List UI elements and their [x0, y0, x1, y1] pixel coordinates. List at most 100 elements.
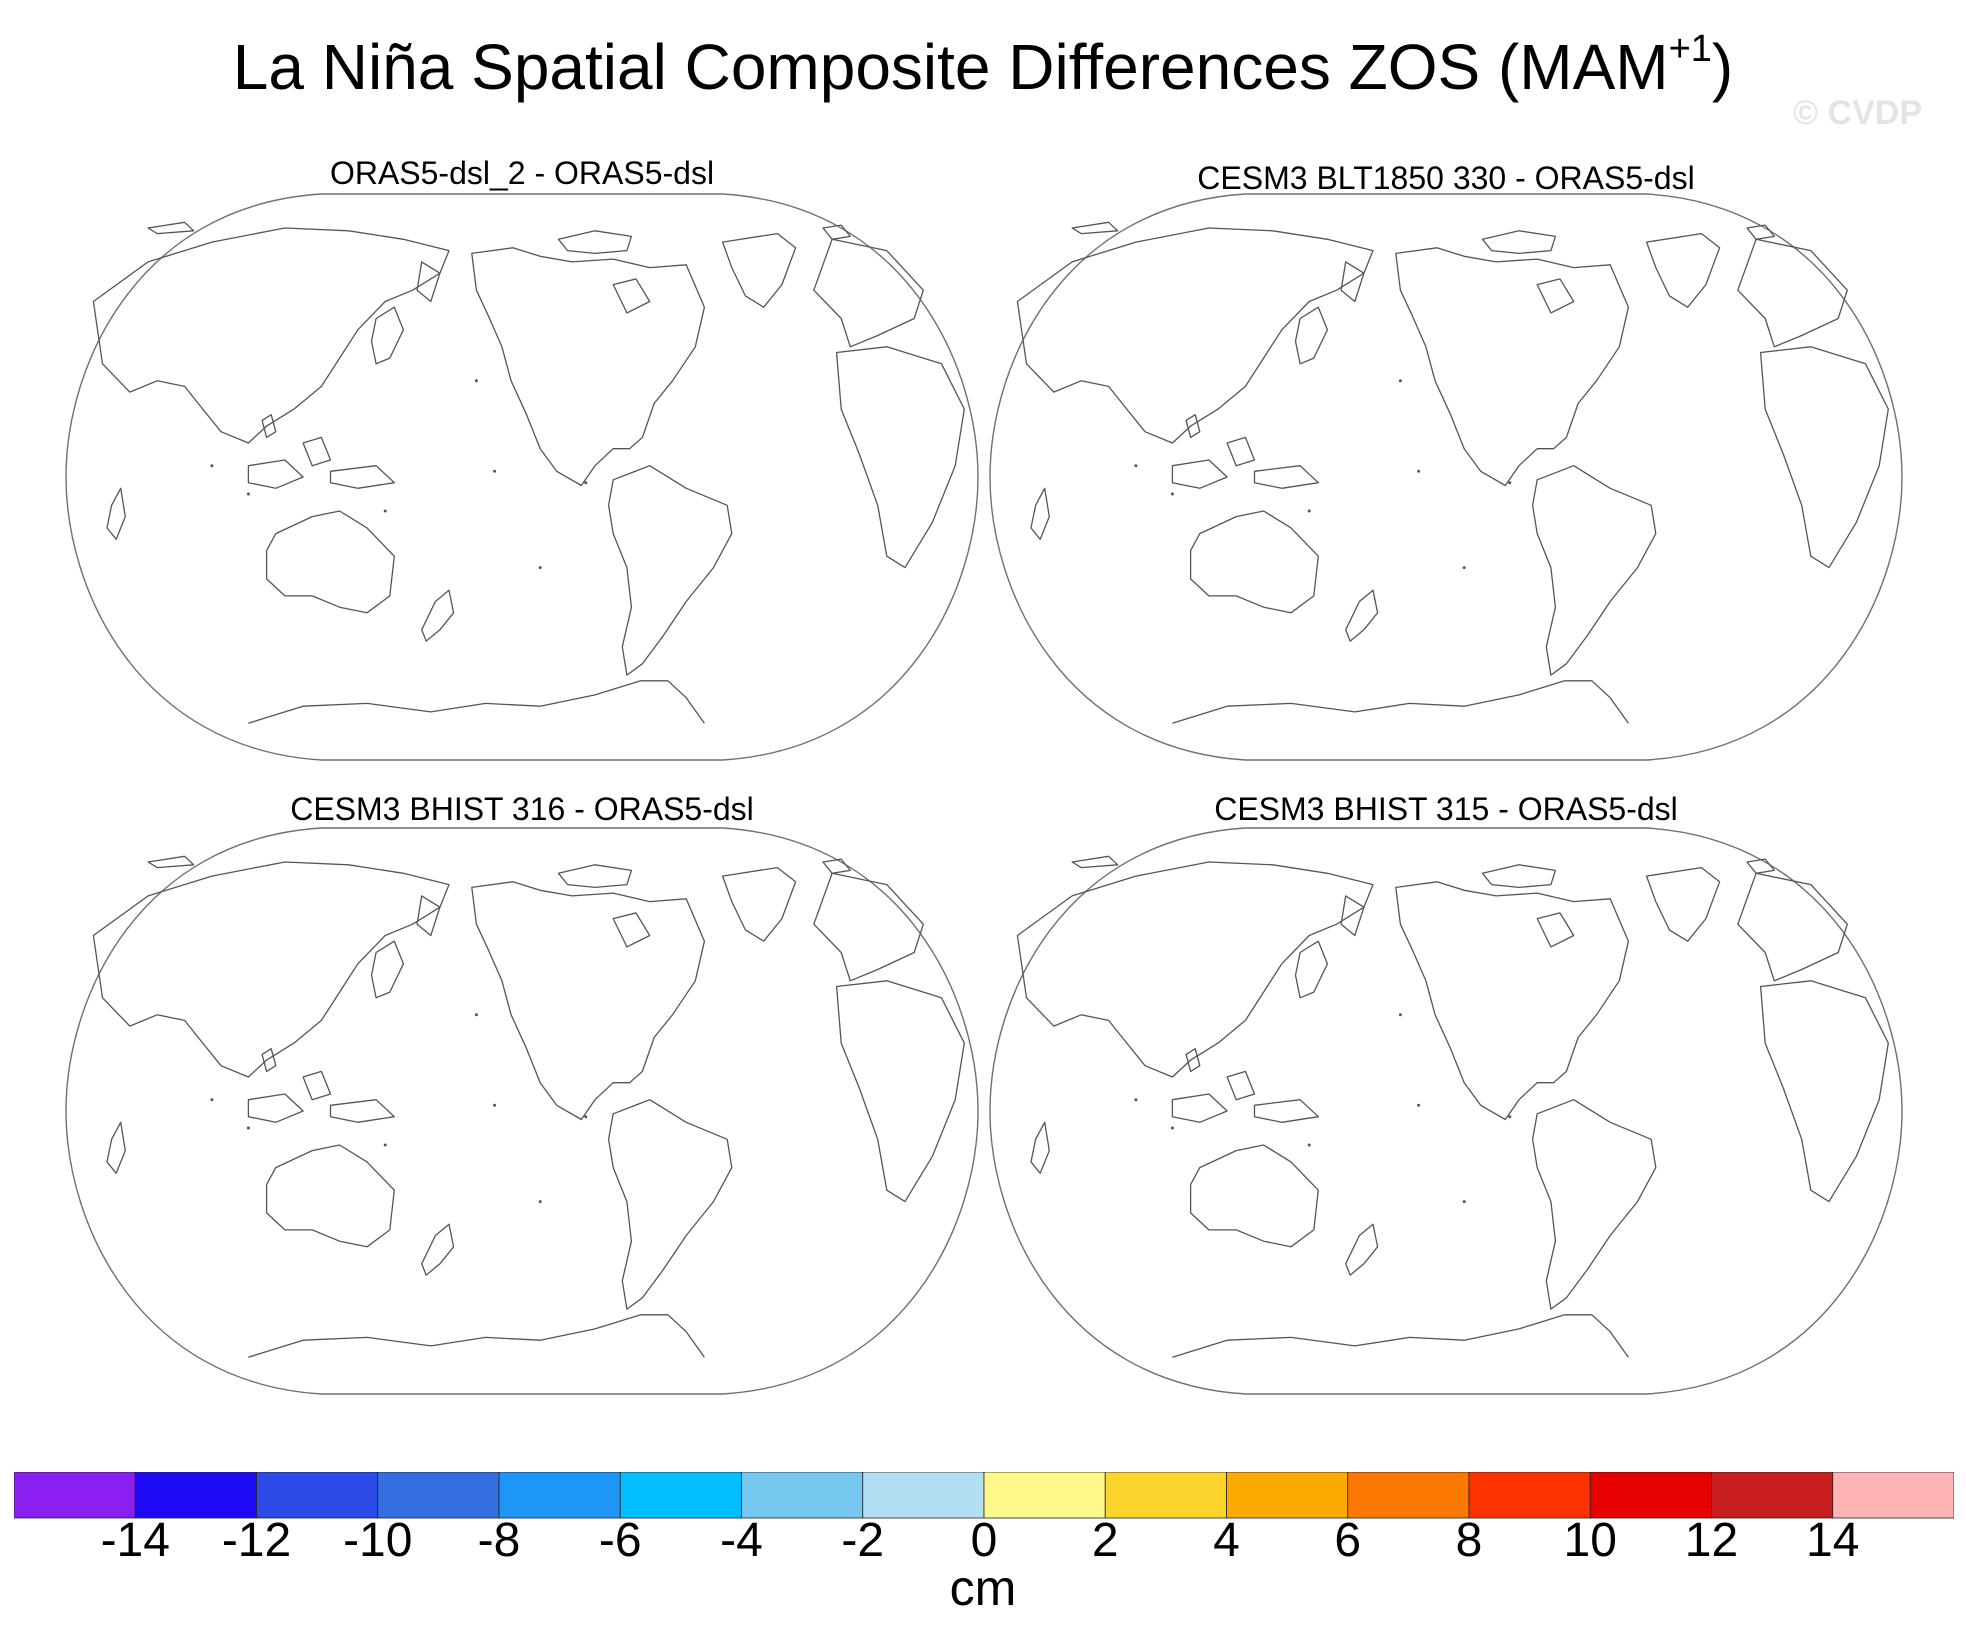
- colorbar-tick-label: -12: [222, 1514, 291, 1558]
- colorbar-tick-label: -6: [599, 1514, 642, 1558]
- island: [1398, 1013, 1402, 1017]
- colorbar-tick-label: 14: [1806, 1514, 1859, 1558]
- colorbar-swatch: [1104, 1472, 1227, 1519]
- coastline: [248, 1314, 705, 1358]
- island: [1462, 1200, 1466, 1204]
- colorbar-unit-label: cm: [949, 1560, 1017, 1616]
- island: [1170, 1126, 1174, 1130]
- colorbar-tick-label: 6: [1334, 1514, 1361, 1558]
- coastline: [1016, 227, 1374, 444]
- coastline: [1531, 465, 1657, 676]
- coastline: [106, 1121, 126, 1174]
- coastline: [822, 858, 851, 874]
- coastline: [1340, 261, 1365, 303]
- coastline: [248, 680, 705, 724]
- island: [1462, 566, 1466, 570]
- colorbar-swatch: [1226, 1472, 1349, 1519]
- island: [1307, 509, 1311, 513]
- coastline: [1071, 221, 1119, 235]
- coastline: [92, 227, 450, 444]
- coastline: [265, 510, 395, 614]
- island: [1398, 379, 1402, 383]
- coastline: [1172, 1314, 1629, 1358]
- colorbar-swatch: [1832, 1472, 1954, 1519]
- coastline: [1746, 224, 1775, 240]
- island: [1417, 469, 1421, 473]
- coastline: [147, 855, 195, 869]
- coastlines: [92, 221, 965, 724]
- coastline: [329, 1099, 395, 1123]
- coastline: [247, 459, 304, 489]
- coastline: [1759, 346, 1889, 569]
- coastline: [721, 866, 797, 942]
- coastline: [835, 980, 965, 1203]
- panel-title: ORAS5-dsl_2 - ORAS5-dsl: [329, 155, 715, 191]
- coastline: [302, 436, 332, 467]
- colorbar-tick-label: 4: [1213, 1514, 1240, 1558]
- coastlines: [1016, 855, 1889, 1358]
- island: [493, 469, 497, 473]
- coastline: [421, 589, 455, 642]
- island: [1508, 1115, 1512, 1119]
- island: [383, 509, 387, 513]
- map-boundary: [65, 827, 979, 1395]
- coastline: [1345, 1223, 1379, 1276]
- coastline: [1226, 1070, 1256, 1101]
- coastline: [370, 940, 405, 999]
- coastline: [607, 1099, 733, 1310]
- island: [474, 379, 478, 383]
- coastline: [557, 230, 633, 255]
- coastline: [1185, 414, 1201, 439]
- colorbar-tick-label: -10: [343, 1514, 412, 1558]
- watermark: © CVDP: [1793, 94, 1922, 132]
- coastline: [1253, 1099, 1319, 1123]
- coastline: [1294, 940, 1329, 999]
- coastline: [1645, 232, 1721, 308]
- coastline: [1536, 278, 1575, 314]
- coastline: [1395, 247, 1630, 487]
- colorbar: -14 -12 -10 -8 -6 -4 -2 0 2 4 6 8 10 12 14: [14, 1472, 1954, 1558]
- coastline: [1185, 1048, 1201, 1073]
- coastline: [1030, 1121, 1050, 1174]
- colorbar-tick-label: 8: [1456, 1514, 1483, 1558]
- island: [210, 464, 214, 468]
- coastline: [1481, 864, 1557, 889]
- coastline: [1171, 1093, 1228, 1123]
- coastline: [607, 465, 733, 676]
- colorbar-swatch: [741, 1472, 864, 1519]
- world-map: [65, 827, 979, 1395]
- coastline: [1759, 980, 1889, 1203]
- colorbar-swatch: [256, 1472, 379, 1519]
- coastline: [1253, 465, 1319, 489]
- colorbar-swatch: [1468, 1472, 1591, 1519]
- island: [584, 1115, 588, 1119]
- coastline: [612, 278, 651, 314]
- map-boundary: [65, 193, 979, 761]
- island: [584, 481, 588, 485]
- coastline: [1189, 510, 1319, 614]
- colorbar-tick-label: -4: [720, 1514, 763, 1558]
- island: [1508, 481, 1512, 485]
- panel-title: CESM3 BHIST 315 - ORAS5-dsl: [1214, 791, 1678, 827]
- island: [493, 1103, 497, 1107]
- world-map: [989, 193, 1903, 761]
- coastline: [1481, 230, 1557, 255]
- island: [383, 1143, 387, 1147]
- coastline: [471, 881, 706, 1121]
- coastline: [721, 232, 797, 308]
- colorbar-swatch: [619, 1472, 742, 1519]
- coastline: [813, 238, 924, 348]
- coastline: [612, 912, 651, 948]
- coastline: [822, 224, 851, 240]
- coastline: [1189, 1144, 1319, 1248]
- island: [538, 566, 542, 570]
- island: [474, 1013, 478, 1017]
- coastlines: [92, 855, 965, 1358]
- coastline: [1345, 589, 1379, 642]
- coastline: [835, 346, 965, 569]
- island: [1134, 464, 1138, 468]
- coastline: [329, 465, 395, 489]
- island: [538, 1200, 542, 1204]
- coastline: [1340, 895, 1365, 937]
- coastline: [261, 1048, 277, 1073]
